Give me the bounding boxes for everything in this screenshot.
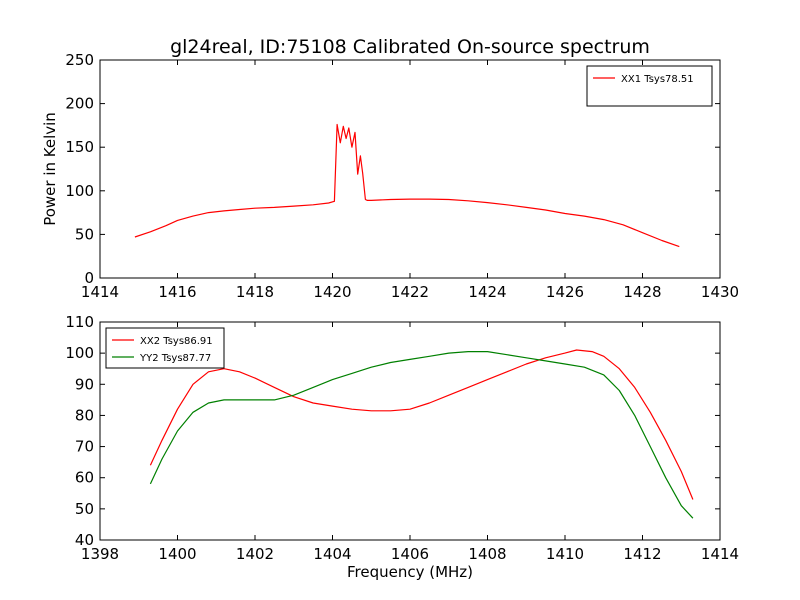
y-tick-label: 250 — [65, 51, 94, 69]
y-tick-label: 90 — [75, 375, 94, 393]
x-tick-label: 1414 — [701, 545, 739, 563]
legend-box — [586, 65, 713, 107]
x-tick-label: 1408 — [468, 545, 506, 563]
legend-box — [105, 327, 225, 369]
y-tick-label: 0 — [84, 269, 94, 287]
x-tick-label: 1424 — [468, 283, 506, 301]
legend-label: XX1 Tsys78.51 — [621, 74, 694, 85]
series-line-1 — [149, 349, 694, 500]
x-tick-label: 1426 — [546, 283, 584, 301]
x-tick-label: 1428 — [623, 283, 661, 301]
y-tick-label: 60 — [75, 469, 94, 487]
x-axis-label: Frequency (MHz) — [347, 563, 473, 581]
x-tick-label: 1412 — [623, 545, 661, 563]
x-tick-label: 1418 — [236, 283, 274, 301]
x-tick-label: 1422 — [391, 283, 429, 301]
x-tick-label: 1414 — [81, 283, 119, 301]
x-tick-label: 1410 — [546, 545, 584, 563]
y-tick-label: 150 — [65, 138, 94, 156]
legend-label: YY2 Tsys87.77 — [139, 353, 211, 364]
x-tick-label: 1404 — [313, 545, 351, 563]
x-tick-label: 1416 — [158, 283, 196, 301]
legend: XX1 Tsys78.51 — [586, 65, 713, 107]
y-tick-label: 100 — [65, 344, 94, 362]
figure-title: gl24real, ID:75108 Calibrated On-source … — [170, 36, 650, 58]
y-tick-label: 100 — [65, 182, 94, 200]
y-tick-label: 50 — [75, 225, 94, 243]
x-tick-label: 1398 — [81, 545, 119, 563]
y-tick-label: 80 — [75, 406, 94, 424]
series-line-1 — [134, 123, 680, 248]
top-spectrum-panel: 1414 1416 1418 1420 1422 1424 1426 1428 1430 0 50 1… — [41, 51, 739, 301]
bottom-spectrum-panel: 1398 1400 1402 1404 1406 1408 1410 1412 1414 40 50… — [65, 313, 739, 581]
y-tick-label: 200 — [65, 95, 94, 113]
legend: XX2 Tsys86.91 YY2 Tsys87.77 — [105, 327, 225, 369]
y-tick-label: 50 — [75, 500, 94, 518]
x-tick-label: 1402 — [236, 545, 274, 563]
legend-label: XX2 Tsys86.91 — [140, 336, 213, 347]
y-axis-label: Power in Kelvin — [41, 112, 59, 226]
x-tick-label: 1420 — [313, 283, 351, 301]
x-tick-label: 1400 — [158, 545, 196, 563]
y-tick-label: 70 — [75, 438, 94, 456]
x-tick-label: 1406 — [391, 545, 429, 563]
y-tick-label: 110 — [65, 313, 94, 331]
series-line-2 — [149, 351, 694, 519]
x-tick-label: 1430 — [701, 283, 739, 301]
y-tick-label: 40 — [75, 531, 94, 549]
